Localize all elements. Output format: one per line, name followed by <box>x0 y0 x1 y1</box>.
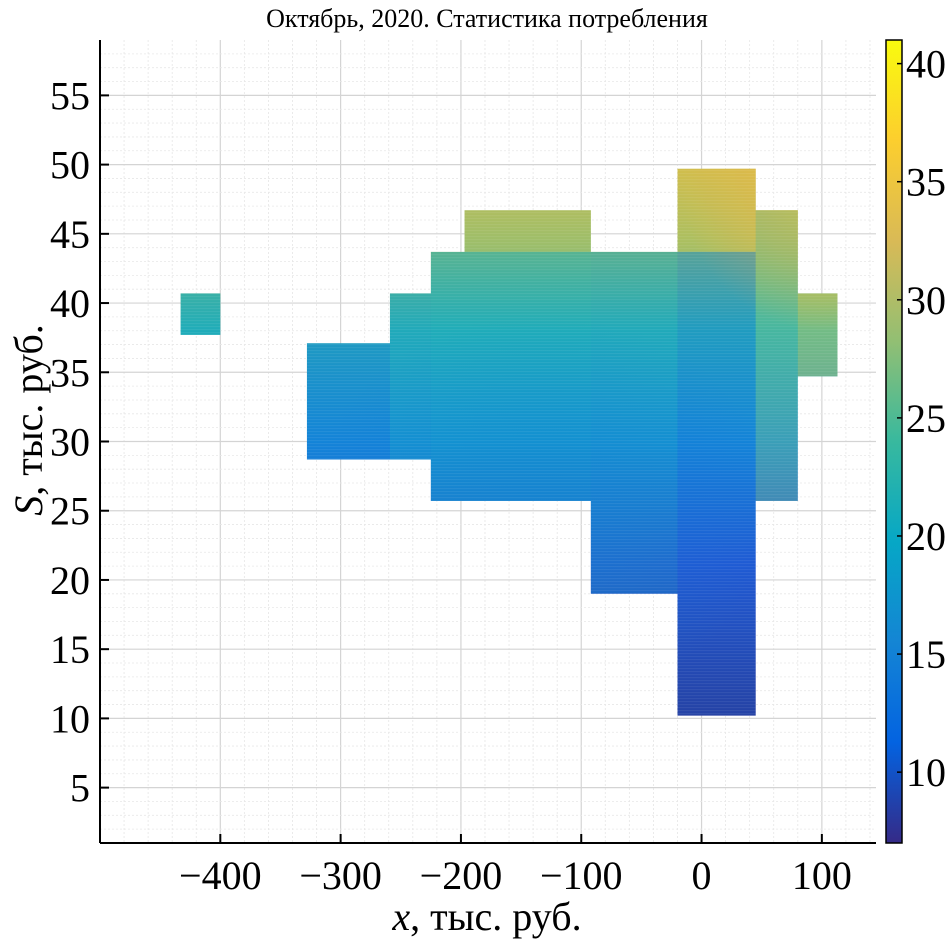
y-tick-label: 10 <box>50 696 90 741</box>
heatmap-cell <box>389 293 431 460</box>
y-axis-label: S, тыс. руб. <box>6 324 51 515</box>
y-axis-label-var: S <box>6 496 51 516</box>
colorbar-tick-label: 40 <box>906 42 946 87</box>
heatmap-cell <box>180 293 221 335</box>
y-tick-label: 55 <box>50 73 90 118</box>
x-axis-label-rest: , тыс. руб. <box>410 894 581 939</box>
heatmap-cell <box>677 168 756 252</box>
y-tick-label: 15 <box>50 627 90 672</box>
axes: −400 −300 −200 −100 0 100 5 10 15 20 25 30 35 40 45 50 5… <box>50 40 876 898</box>
y-tick-label: 30 <box>50 420 90 465</box>
x-tick-label: 0 <box>692 853 712 898</box>
colorbar-tick-label: 15 <box>906 632 946 677</box>
colorbar-gradient <box>885 39 903 844</box>
heatmap-cell <box>797 293 838 377</box>
heatmap-cell <box>430 251 591 502</box>
y-tick-label: 50 <box>50 143 90 188</box>
x-tick-label: −200 <box>420 853 503 898</box>
x-tick-label: 100 <box>792 853 852 898</box>
heatmap-cell <box>755 210 798 502</box>
heatmap-cell <box>306 343 390 460</box>
heatmap-cell <box>590 251 678 594</box>
x-axis-label-var: x <box>391 894 410 939</box>
chart-title: Октябрь, 2020. Статистика потребления <box>266 4 708 33</box>
y-tick-label: 40 <box>50 281 90 326</box>
heatmap-cell <box>464 210 591 252</box>
x-tick-label: −100 <box>540 853 623 898</box>
heatmap-cell <box>677 251 756 716</box>
y-tick-label: 25 <box>50 489 90 534</box>
colorbar-tick-label: 10 <box>906 750 946 795</box>
y-tick-label: 20 <box>50 558 90 603</box>
x-tick-label: −300 <box>299 853 382 898</box>
x-tick-label: −400 <box>179 853 262 898</box>
colorbar-tick-label: 30 <box>906 278 946 323</box>
colorbar-tick-label: 35 <box>906 160 946 205</box>
y-tick-label: 45 <box>50 212 90 257</box>
x-axis-label: x, тыс. руб. <box>391 894 581 939</box>
y-tick-label: 5 <box>70 766 90 811</box>
colorbar-tick-label: 25 <box>906 396 946 441</box>
colorbar-tick-label: 20 <box>906 514 946 559</box>
y-tick-label: 35 <box>50 350 90 395</box>
y-axis-label-rest: , тыс. руб. <box>6 324 51 495</box>
colorbar: 10 15 20 25 30 35 40 <box>885 39 946 844</box>
